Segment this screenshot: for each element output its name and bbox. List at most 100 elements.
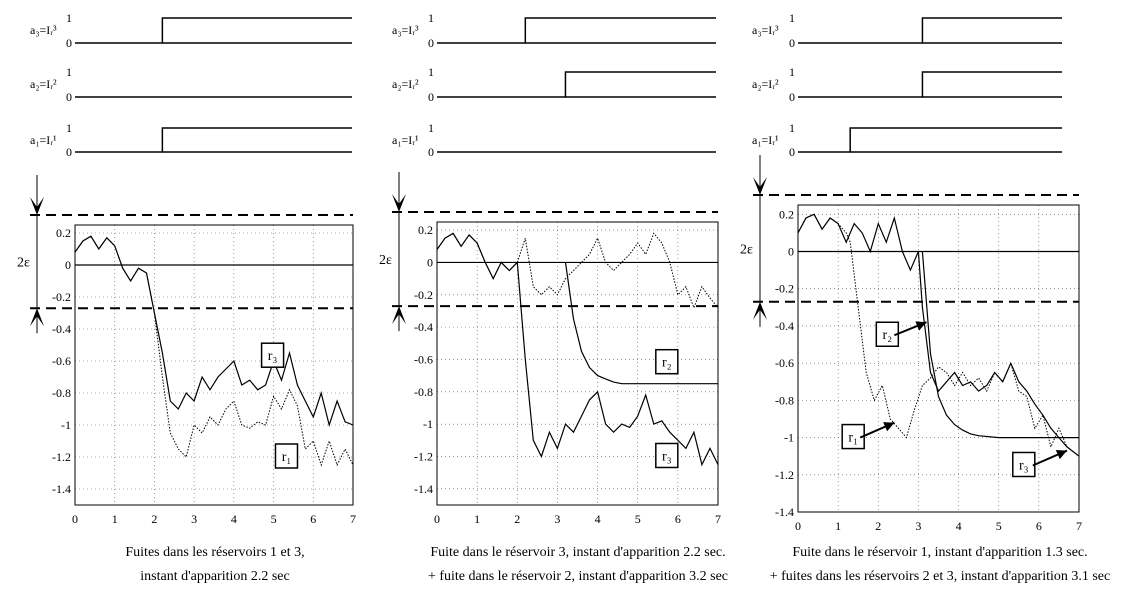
caption-line: Fuites dans les réservoirs 1 et 3, [125,545,304,560]
signal-step-line [437,17,716,44]
series-label: r₃ [1019,458,1029,473]
x-tick-label: 0 [434,512,440,526]
series-label: r₂ [662,356,672,371]
epsilon-arrow-down-icon [753,177,767,195]
x-tick-label: 5 [635,512,641,526]
epsilon-arrow-down-icon [392,194,406,212]
caption-line: + fuites dans les réservoirs 2 et 3, ins… [770,569,1111,584]
y-tick-label: -0.6 [775,356,794,370]
y-tick-label: -1.2 [52,450,71,464]
series-line [797,213,1080,457]
y-tick-label: -0.2 [414,288,433,302]
series-line [74,235,354,467]
y-tick-label: -1.4 [414,482,433,496]
plot-frame [797,204,1080,513]
x-tick-label: 4 [595,512,601,526]
x-tick-label: 3 [554,512,560,526]
panel-3: a₃=Iᵣ³ 1 0 a₂=Iᵣ² 1 0 a₁=Iᵣ¹ 1 0 0 1 2 3 4 5 6 7 0.2 0 -0.2… [740,11,1110,584]
y-tick-label: 0.2 [56,226,71,240]
epsilon-label: 2ε [379,253,392,268]
x-tick-label: 6 [1036,519,1042,533]
signal-low-label: 0 [428,90,434,104]
signal-low-label: 0 [66,90,72,104]
caption-line: Fuite dans le réservoir 1, instant d'app… [792,545,1087,560]
y-tick-label: -1.2 [414,449,433,463]
pointer-arrowhead-icon [1055,450,1067,460]
signal-label: a₃=Iᵣ³ [30,23,57,37]
epsilon-label: 2ε [740,242,753,257]
signal-step-line [75,17,352,44]
series-label-box [655,348,679,375]
signal-step-line [798,127,1062,153]
y-tick-label: -1.4 [52,482,71,496]
signal-high-label: 1 [428,65,434,79]
pointer-arrowhead-icon [915,321,927,331]
signal-high-label: 1 [66,11,72,25]
signal-high-label: 1 [789,65,795,79]
series-line [74,235,354,428]
signal-step-line [75,127,352,153]
signal-label: a₃=Iᵣ³ [752,23,779,37]
x-tick-label: 1 [474,512,480,526]
signal-low-label: 0 [66,36,72,50]
y-tick-label: -1 [61,418,71,432]
series-label-box [274,443,299,469]
signal-step-line [798,71,1062,98]
y-tick-label: -0.4 [775,319,794,333]
signal-high-label: 1 [66,65,72,79]
x-tick-label: 7 [715,512,721,526]
series-line [797,213,1080,457]
x-tick-label: 7 [1076,519,1082,533]
signal-label: a₁=Iᵣ¹ [30,133,57,147]
series-line [564,262,718,385]
signal-step-line [798,17,1062,44]
y-tick-label: -0.8 [52,386,71,400]
signal-low-label: 0 [789,90,795,104]
signal-low-label: 0 [789,145,795,159]
signal-label: a₂=Iᵣ² [392,77,419,91]
series-label-box [655,442,679,469]
signal-step-line [437,71,716,98]
x-tick-label: 3 [915,519,921,533]
x-tick-label: 1 [112,512,118,526]
signal-label: a₁=Iᵣ¹ [392,133,419,147]
epsilon-arrow-up-icon [392,306,406,325]
x-tick-label: 1 [835,519,841,533]
series-label: r₃ [662,449,672,464]
signal-low-label: 0 [428,145,434,159]
y-tick-label: -0.2 [52,290,71,304]
signal-low-label: 0 [428,36,434,50]
y-tick-label: -1 [784,431,794,445]
y-tick-label: -1 [423,417,433,431]
series-line [921,251,1079,439]
x-tick-label: 4 [231,512,237,526]
epsilon-arrow-down-icon [30,197,44,215]
panel-1: a₃=Iᵣ³ 1 0 a₂=Iᵣ² 1 0 a₁=Iᵣ¹ 1 0 0 1 2 3 4 5 6 7 0.2 0 -0.2… [17,11,356,584]
series-label: r₁ [282,450,292,465]
signal-label: a₂=Iᵣ² [30,77,57,91]
signal-high-label: 1 [428,121,434,135]
x-tick-label: 4 [956,519,962,533]
signal-high-label: 1 [66,121,72,135]
signal-low-label: 0 [66,145,72,159]
series-label: r₁ [848,431,858,446]
y-tick-label: -1.2 [775,468,794,482]
signal-label: a₁=Iᵣ¹ [752,133,779,147]
signal-label: a₂=Iᵣ² [752,77,779,91]
signal-high-label: 1 [789,11,795,25]
y-tick-label: 0.2 [418,223,433,237]
x-tick-label: 6 [310,512,316,526]
series-line [436,232,719,310]
series-label: r₃ [268,349,278,364]
signal-high-label: 1 [789,121,795,135]
panel-2: a₃=Iᵣ³ 1 0 a₂=Iᵣ² 1 0 a₁=Iᵣ¹ 1 0 0 1 2 3 4 5 6 7 0.2 0 -0.2… [379,11,728,584]
y-tick-label: 0 [65,258,71,272]
y-tick-label: 0.2 [779,207,794,221]
x-tick-label: 0 [795,519,801,533]
x-tick-label: 5 [996,519,1002,533]
y-tick-label: -0.2 [775,282,794,296]
plot-frame [74,224,354,506]
epsilon-arrow-up-icon [30,308,44,327]
x-tick-label: 2 [514,512,520,526]
